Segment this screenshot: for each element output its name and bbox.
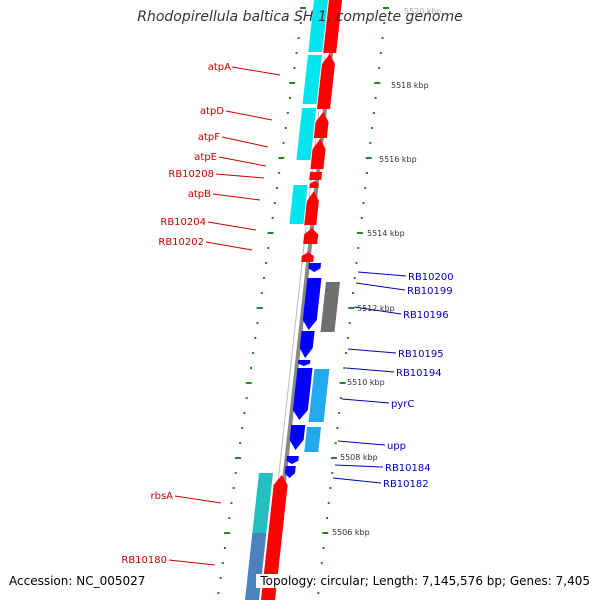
gene-mid-cyan [308, 369, 330, 422]
gene-label-RB10200: RB10200 [408, 272, 454, 283]
gene-label-RB10180: RB10180 [121, 555, 167, 566]
scale-label: 5512 kbp [357, 304, 395, 313]
gene-label-atpD: atpD [200, 106, 224, 117]
leader-line [355, 282, 406, 291]
gene-blue [284, 466, 296, 478]
leader-line [347, 348, 397, 354]
gene-blue [308, 263, 322, 272]
gene-red [310, 139, 326, 169]
gene-steel [245, 533, 267, 600]
gene-red [317, 54, 335, 109]
gene-label-upp: upp [387, 441, 406, 452]
leader-line [205, 241, 253, 251]
scale-label: 5518 kbp [391, 81, 429, 90]
scale-label: 5514 kbp [367, 229, 405, 238]
gene-label-atpF: atpF [198, 132, 220, 143]
gene-red [303, 228, 319, 244]
scale-label: 5506 kbp [332, 528, 370, 537]
leader-line [341, 398, 390, 404]
gene-label-RB10195: RB10195 [398, 349, 444, 360]
gene-label-RB10202: RB10202 [158, 237, 204, 248]
gene-red [304, 191, 319, 225]
gene-label-RB10194: RB10194 [396, 368, 442, 379]
leader-line [334, 464, 384, 468]
gene-gray [320, 282, 340, 332]
leader-line [353, 306, 402, 315]
leader-line [212, 193, 261, 201]
gene-label-RB10199: RB10199 [407, 286, 453, 297]
gene-teal [252, 473, 273, 533]
gene-cyan [289, 185, 308, 224]
gene-cyan [296, 108, 317, 160]
gene-red [301, 252, 314, 262]
leader-line [221, 136, 269, 148]
gene-red [309, 181, 319, 188]
gene-mid-cyan [304, 427, 322, 452]
topology-text: Topology: circular; Length: 7,145,576 bp… [256, 574, 590, 588]
gene-label-RB10208: RB10208 [168, 169, 214, 180]
gene-red [313, 112, 329, 138]
gene-label-pyrC: pyrC [391, 399, 414, 410]
gene-blue [289, 425, 306, 450]
gene-features [245, 0, 342, 600]
gene-label-atpE: atpE [194, 152, 217, 163]
leader-line [218, 156, 267, 167]
gene-blue [298, 360, 311, 366]
gene-label-RB10184: RB10184 [385, 463, 431, 474]
leader-line [174, 495, 222, 504]
gene-blue [299, 331, 315, 358]
gene-red [261, 475, 288, 600]
gene-blue [302, 278, 322, 330]
leader-line [332, 477, 382, 484]
leader-line [168, 559, 216, 566]
leader-line [207, 221, 257, 231]
gene-red [323, 0, 342, 53]
scale-label: 5516 kbp [379, 155, 417, 164]
gene-blue [286, 456, 299, 464]
leader-line [225, 110, 273, 121]
gene-label-atpB: atpB [188, 189, 211, 200]
gene-red [309, 172, 323, 180]
gene-label-RB10182: RB10182 [383, 479, 429, 490]
gene-label-RB10204: RB10204 [160, 217, 206, 228]
gene-label-atpA: atpA [208, 62, 231, 73]
leader-line [357, 271, 407, 277]
map-title: Rhodopirellula baltica SH 1, complete ge… [137, 9, 463, 25]
gene-cyan [308, 0, 328, 52]
accession-text: Accession: NC_005027 [9, 574, 146, 588]
scale-label: 5508 kbp [340, 453, 378, 462]
gene-label-RB10196: RB10196 [403, 310, 449, 321]
label-leader-lines [168, 66, 407, 566]
gene-label-rbsA: rbsA [150, 491, 173, 502]
gene-cyan [302, 55, 322, 104]
leader-line [215, 173, 265, 179]
gene-blue [292, 368, 313, 420]
leader-line [345, 367, 395, 373]
scale-label: 5520 kbp [404, 7, 442, 16]
leader-line [231, 66, 281, 76]
scale-label: 5510 kbp [347, 378, 385, 387]
leader-line [337, 440, 386, 446]
